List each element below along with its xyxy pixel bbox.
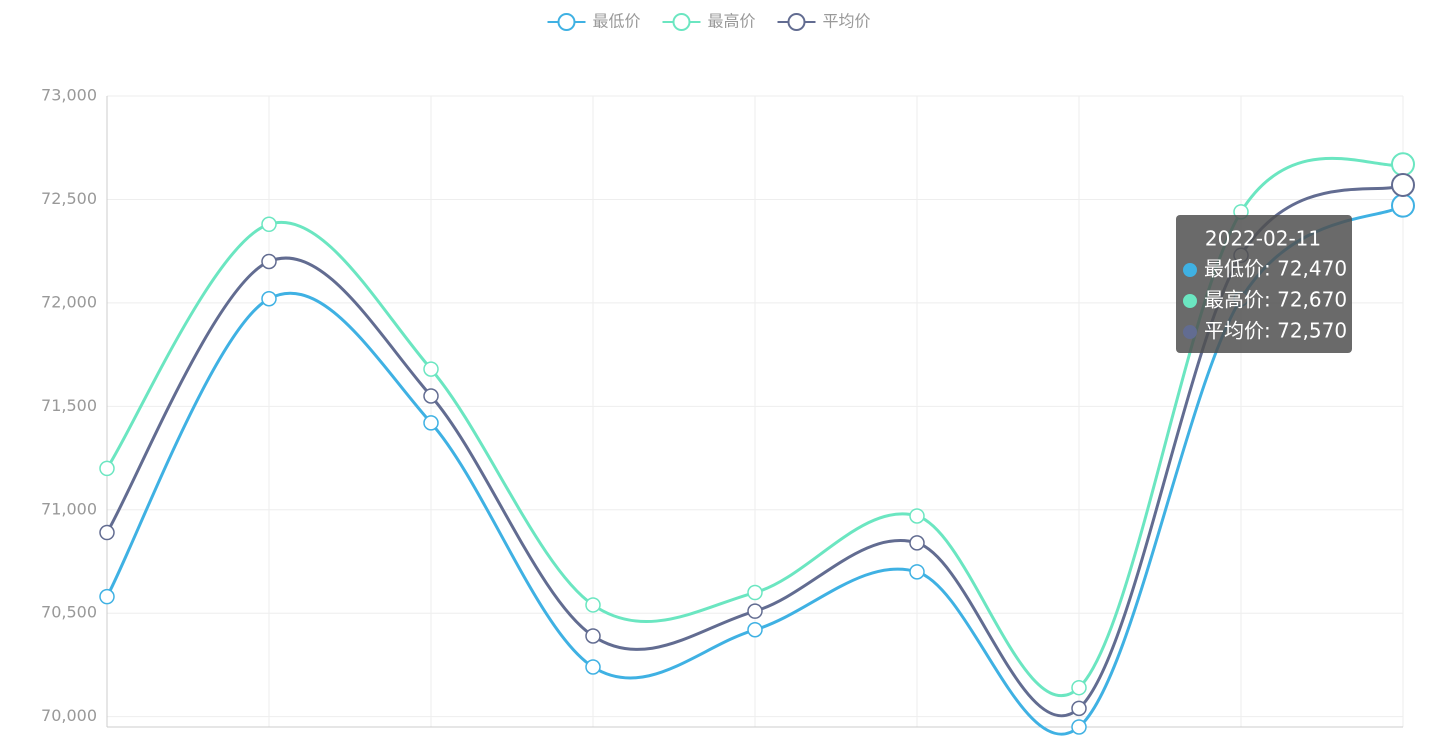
data-point: [1071, 700, 1087, 717]
data-point: [1071, 679, 1087, 696]
data-point: [99, 460, 115, 477]
tooltip-item: 最低价: 72,470: [1204, 257, 1347, 281]
data-point: [909, 535, 925, 551]
series-line: [105, 183, 1404, 718]
data-point: [585, 597, 601, 613]
y-tick-label: 70,000: [41, 706, 97, 725]
series-line: [105, 156, 1404, 698]
y-tick-label: 72,000: [41, 292, 97, 311]
data-point: [585, 628, 601, 644]
data-point: [1391, 172, 1415, 197]
data-point: [1391, 152, 1415, 177]
y-tick-label: 73,000: [41, 86, 97, 105]
data-point: [747, 603, 763, 619]
data-point: [423, 388, 439, 404]
legend-icon: [787, 13, 806, 31]
tooltip: 2022-02-11 最低价: 72,470 最高价: 72,670 平均价: 72,…: [1176, 215, 1352, 353]
y-tick-label: 71,500: [41, 396, 97, 415]
tooltip-box: [1176, 215, 1352, 353]
data-point: [1071, 719, 1087, 735]
legend-label: 平均价: [823, 12, 871, 31]
legend-icon: [672, 13, 691, 31]
data-point: [261, 290, 277, 307]
tooltip-dot: [1183, 263, 1197, 277]
y-tick-label: 70,500: [41, 603, 97, 622]
data-point: [99, 588, 115, 605]
data-point: [909, 508, 925, 524]
data-point: [585, 659, 601, 675]
y-tick-label: 71,000: [41, 499, 97, 518]
data-point: [99, 524, 115, 541]
tooltip-item: 平均价: 72,570: [1204, 319, 1347, 343]
data-point: [1391, 193, 1415, 218]
tooltip-item: 最高价: 72,670: [1204, 288, 1347, 312]
tooltip-dot: [1183, 325, 1197, 339]
data-point: [423, 361, 439, 377]
tooltip-dot: [1183, 294, 1197, 308]
legend-label: 最低价: [593, 12, 641, 31]
y-tick-label: 72,500: [41, 189, 97, 208]
data-point: [261, 253, 277, 270]
data-point: [747, 584, 763, 601]
data-point: [423, 415, 439, 431]
data-point: [747, 622, 763, 638]
legend-label: 最高价: [708, 12, 756, 31]
legend-icon: [557, 13, 576, 31]
data-point: [909, 564, 925, 580]
tooltip-title: 2022-02-11: [1205, 227, 1321, 251]
data-point: [261, 216, 277, 233]
